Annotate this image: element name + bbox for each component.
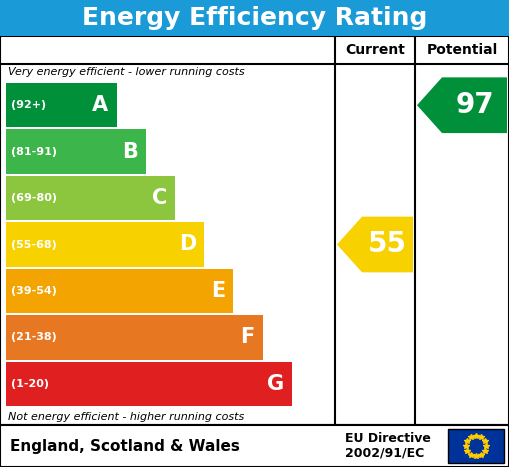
Text: (81-91): (81-91) <box>11 147 57 156</box>
Text: D: D <box>179 234 196 255</box>
Text: B: B <box>122 142 138 162</box>
Text: Current: Current <box>345 43 405 57</box>
Text: E: E <box>211 281 225 301</box>
Text: 2002/91/EC: 2002/91/EC <box>345 446 424 460</box>
Bar <box>6 176 175 220</box>
Bar <box>6 83 117 127</box>
Text: EU Directive: EU Directive <box>345 432 431 446</box>
Text: (69-80): (69-80) <box>11 193 57 203</box>
Text: 97: 97 <box>455 91 494 119</box>
Text: (1-20): (1-20) <box>11 379 49 389</box>
Polygon shape <box>337 217 413 272</box>
Text: (39-54): (39-54) <box>11 286 57 296</box>
Bar <box>0 0 509 36</box>
Text: G: G <box>267 374 284 394</box>
Bar <box>6 315 263 360</box>
Polygon shape <box>417 78 507 133</box>
Bar <box>0 425 509 467</box>
Text: England, Scotland & Wales: England, Scotland & Wales <box>10 439 240 453</box>
Bar <box>6 361 292 406</box>
Bar <box>6 129 146 174</box>
Bar <box>6 222 204 267</box>
Text: 55: 55 <box>368 231 407 259</box>
Text: Potential: Potential <box>427 43 498 57</box>
Text: (21-38): (21-38) <box>11 333 56 342</box>
Text: A: A <box>92 95 108 115</box>
Text: F: F <box>240 327 254 347</box>
Text: (55-68): (55-68) <box>11 240 56 249</box>
Bar <box>448 429 504 463</box>
Text: Not energy efficient - higher running costs: Not energy efficient - higher running co… <box>8 412 244 422</box>
Text: C: C <box>152 188 167 208</box>
Text: Energy Efficiency Rating: Energy Efficiency Rating <box>82 6 427 30</box>
Bar <box>0 36 509 425</box>
Text: Very energy efficient - lower running costs: Very energy efficient - lower running co… <box>8 67 245 77</box>
Bar <box>6 269 234 313</box>
Text: (92+): (92+) <box>11 100 46 110</box>
